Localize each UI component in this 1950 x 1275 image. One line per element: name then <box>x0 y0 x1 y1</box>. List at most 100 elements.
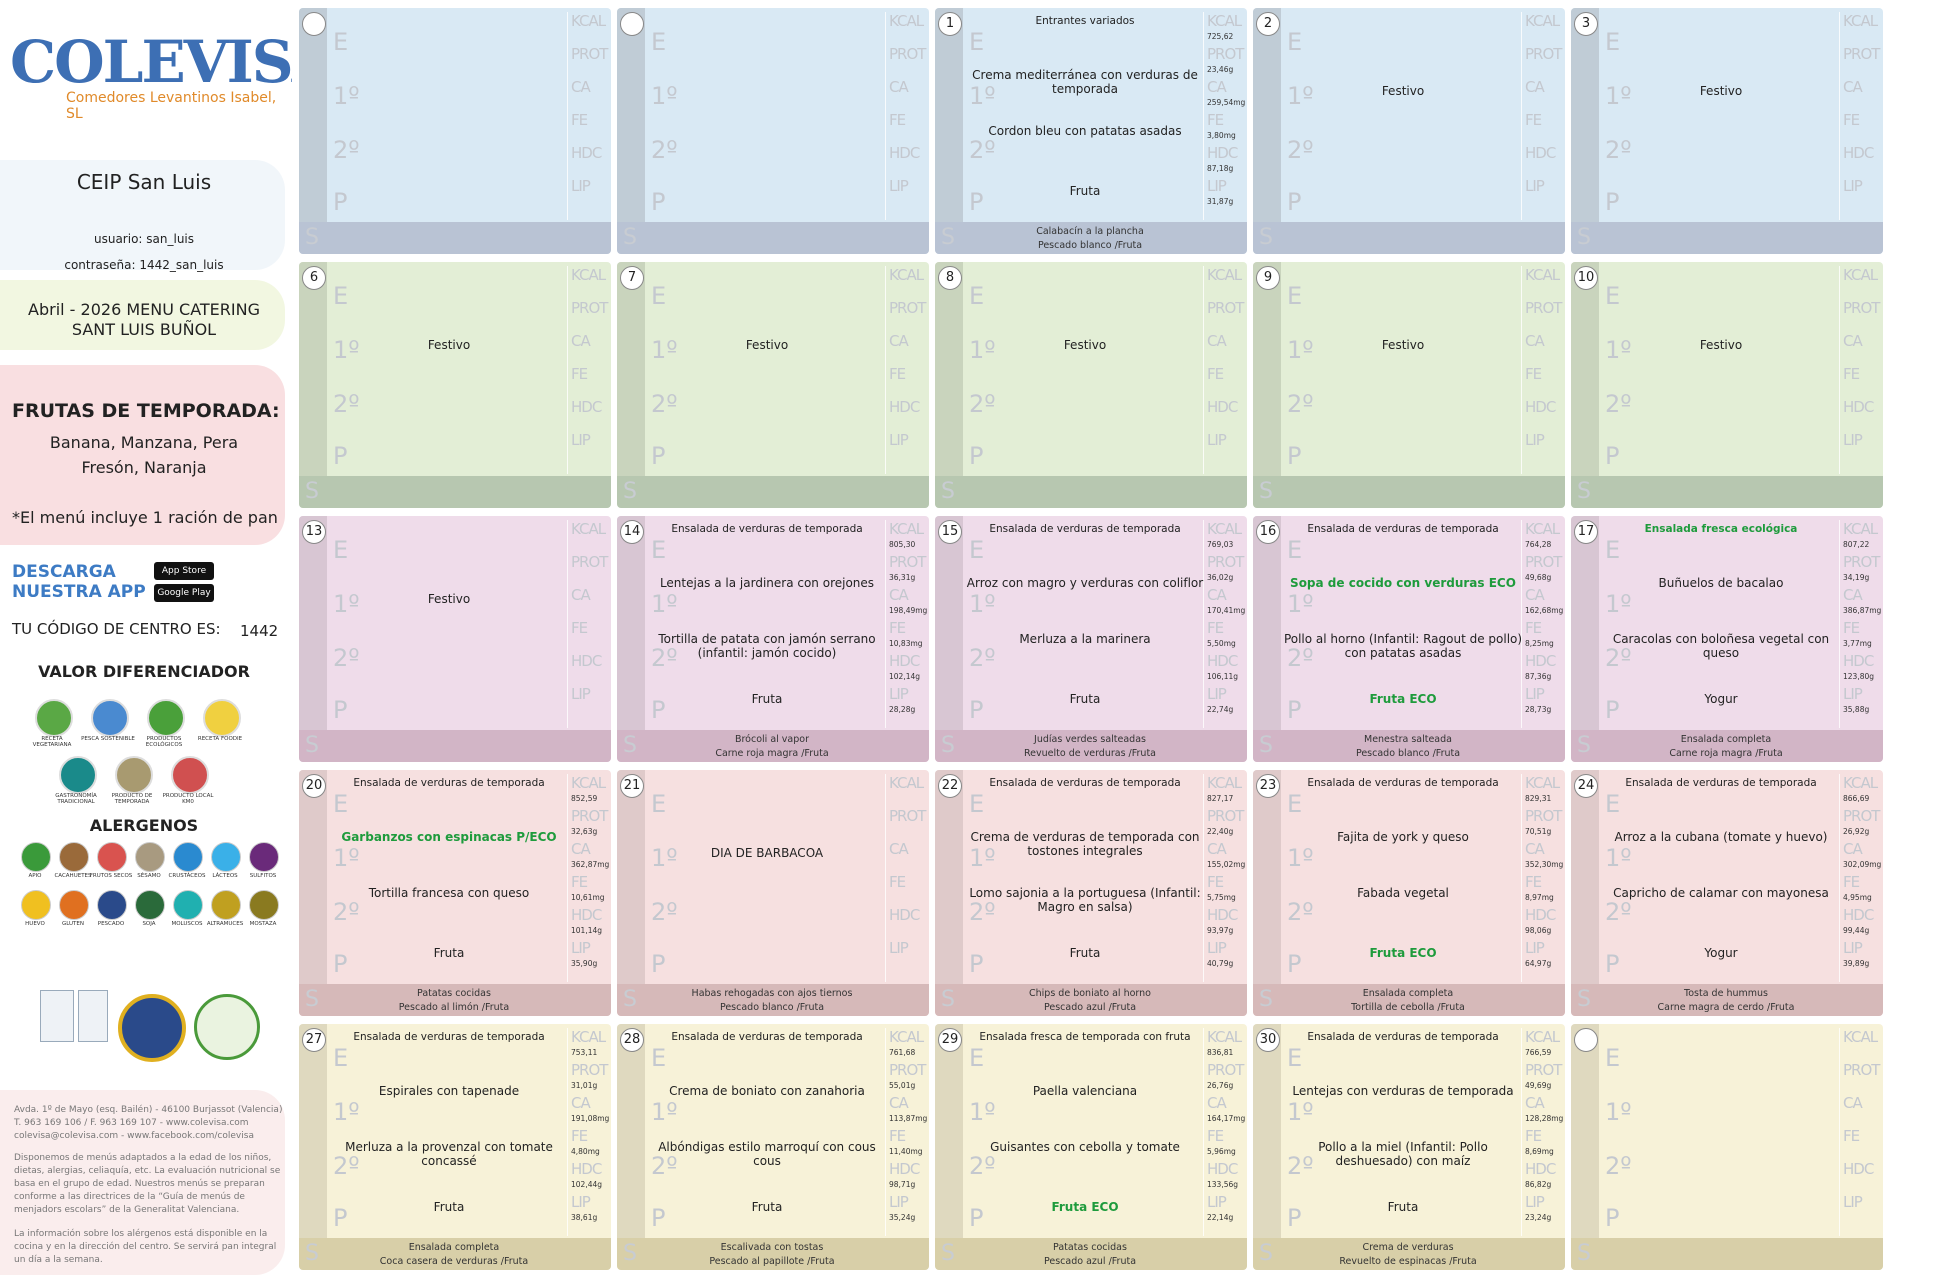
nutrition-label: LIP <box>889 1193 909 1211</box>
nutrition-label: CA <box>1843 840 1863 858</box>
nutrition-value: 4,80mg <box>571 1147 600 1156</box>
nutrition-label: PROT <box>889 45 926 63</box>
nutrition-label: FE <box>1843 365 1860 383</box>
day-number: 15 <box>938 520 962 544</box>
bg-band <box>0 365 285 545</box>
nutrition-label: CA <box>1525 586 1545 604</box>
nutrition-value: 8,69mg <box>1525 1147 1554 1156</box>
day-strip <box>1253 516 1281 730</box>
nutrition-label: HDC <box>1525 144 1556 162</box>
nutrition-value: 22,74g <box>1207 705 1234 714</box>
divider <box>885 266 886 474</box>
supper-line: Ensalada completa <box>408 1242 500 1253</box>
nutrition-label: KCAL <box>889 266 924 284</box>
nutrition-value: 36,02g <box>1207 573 1234 582</box>
dish: Entrantes variados <box>1035 15 1135 27</box>
day-cell: 20 E 1º 2º P KCAL PROT CA FE HDC LIP S Ensalada de v… <box>299 770 611 1016</box>
dish: Pollo al horno (Infantil: Ragout de poll… <box>1283 632 1523 660</box>
nutrition-label: KCAL <box>889 520 924 538</box>
nutrition-value: 805,30 <box>889 540 916 549</box>
nutrition-label: PROT <box>889 1061 926 1079</box>
nutrition-value: 761,68 <box>889 1048 916 1057</box>
course-letter: 1º <box>969 336 996 364</box>
nutrition-label: LIP <box>1525 685 1545 703</box>
store-badge[interactable]: App Store <box>154 562 214 580</box>
course-letter: 1º <box>651 82 678 110</box>
nutrition-value: 753,11 <box>571 1048 598 1057</box>
nutrition-label: PROT <box>1843 807 1880 825</box>
nutrition-label: LIP <box>571 939 591 957</box>
fruits: Fresón, Naranja <box>81 458 207 477</box>
supper-line: Coca casera de verduras /Fruta <box>379 1256 529 1267</box>
nutrition-value: 36,31g <box>889 573 916 582</box>
course-letter: 1º <box>1605 1098 1632 1126</box>
course-letter: P <box>333 1204 348 1232</box>
supper-letter: S <box>1259 733 1273 758</box>
nutrition-label: HDC <box>571 1160 602 1178</box>
nutrition-label: CA <box>1525 332 1545 350</box>
supper-letter: S <box>305 987 319 1012</box>
day-cell: 29 E 1º 2º P KCAL PROT CA FE HDC LIP S Ensalada fres… <box>935 1024 1247 1270</box>
brand: COLEVISA <box>10 28 292 96</box>
supper-band <box>617 1238 929 1270</box>
divider <box>567 1028 568 1236</box>
nutrition-label: PROT <box>1525 1061 1562 1079</box>
dish: Festivo <box>1063 338 1107 352</box>
nutrition-value: 725,62 <box>1207 32 1234 41</box>
supper-line: Ensalada completa <box>1680 734 1772 745</box>
nutrition-label: FE <box>889 873 906 891</box>
course-letter: 2º <box>333 898 360 926</box>
dish: Yogur <box>1704 692 1738 706</box>
course-letter: 2º <box>969 644 996 672</box>
nutrition-label: HDC <box>889 398 920 416</box>
supper-letter: S <box>941 1241 955 1266</box>
code: 1442 <box>240 622 279 640</box>
nutrition-label: KCAL <box>1207 1028 1242 1046</box>
day-number: 22 <box>938 774 962 798</box>
course-letter: E <box>651 1044 667 1072</box>
divider <box>885 12 886 220</box>
nutrition-value: 764,28 <box>1525 540 1552 549</box>
course-letter: P <box>651 442 666 470</box>
dish: Festivo <box>427 338 471 352</box>
day-number: 17 <box>1574 520 1598 544</box>
day-cell: E 1º 2º P KCAL PROT CA FE HDC LIP S <box>1571 1024 1883 1270</box>
dish: Sopa de cocido con verduras ECO <box>1290 576 1516 590</box>
divider <box>567 520 568 728</box>
supper-letter: S <box>623 733 637 758</box>
nutrition-value: 38,61g <box>571 1213 598 1222</box>
supper-letter: S <box>623 225 637 250</box>
nutrition-label: LIP <box>1525 177 1545 195</box>
nutrition-value: 98,06g <box>1525 926 1552 935</box>
dish: Paella valenciana <box>1032 1084 1138 1098</box>
nutrition-label: KCAL <box>1525 266 1560 284</box>
dish: Fruta <box>1387 1200 1419 1214</box>
course-letter: 2º <box>1287 898 1314 926</box>
day-number: 10 <box>1574 266 1598 290</box>
course-letter: 1º <box>969 590 996 618</box>
fruits: Banana, Manzana, Pera <box>49 433 239 452</box>
nutrition-label: LIP <box>1207 1193 1227 1211</box>
nutrition-value: 31,87g <box>1207 197 1234 206</box>
nutrition-label: PROT <box>571 45 608 63</box>
dish: Crema mediterránea con verduras de tempo… <box>972 68 1198 96</box>
allergen-label: ALTRAMUCES <box>206 921 244 927</box>
nutrition-label: PROT <box>1843 299 1880 317</box>
nutrition-label: PROT <box>571 553 608 571</box>
value-label: PRODUCTO DE TEMPORADA <box>111 793 153 805</box>
store-badge[interactable]: Google Play <box>154 584 214 602</box>
dish: Arroz con magro y verduras con coliflor <box>966 576 1204 590</box>
day-number: 29 <box>938 1028 962 1052</box>
nutrition-value: 5,75mg <box>1207 893 1236 902</box>
nutrition-value: 769,03 <box>1207 540 1234 549</box>
day-number <box>302 12 326 36</box>
nutrition-label: LIP <box>1207 685 1227 703</box>
nutrition-value: 170,41mg <box>1207 606 1246 615</box>
value-label: PRODUCTO LOCAL KM0 <box>162 793 214 805</box>
dish: Ensalada de verduras de temporada <box>671 1031 863 1043</box>
nutrition-label: KCAL <box>571 520 606 538</box>
supper-band <box>617 730 929 762</box>
nutrition-value: 5,50mg <box>1207 639 1236 648</box>
nutrition-label: KCAL <box>571 774 606 792</box>
dish: Ensalada fresca de temporada con fruta <box>979 1031 1191 1043</box>
